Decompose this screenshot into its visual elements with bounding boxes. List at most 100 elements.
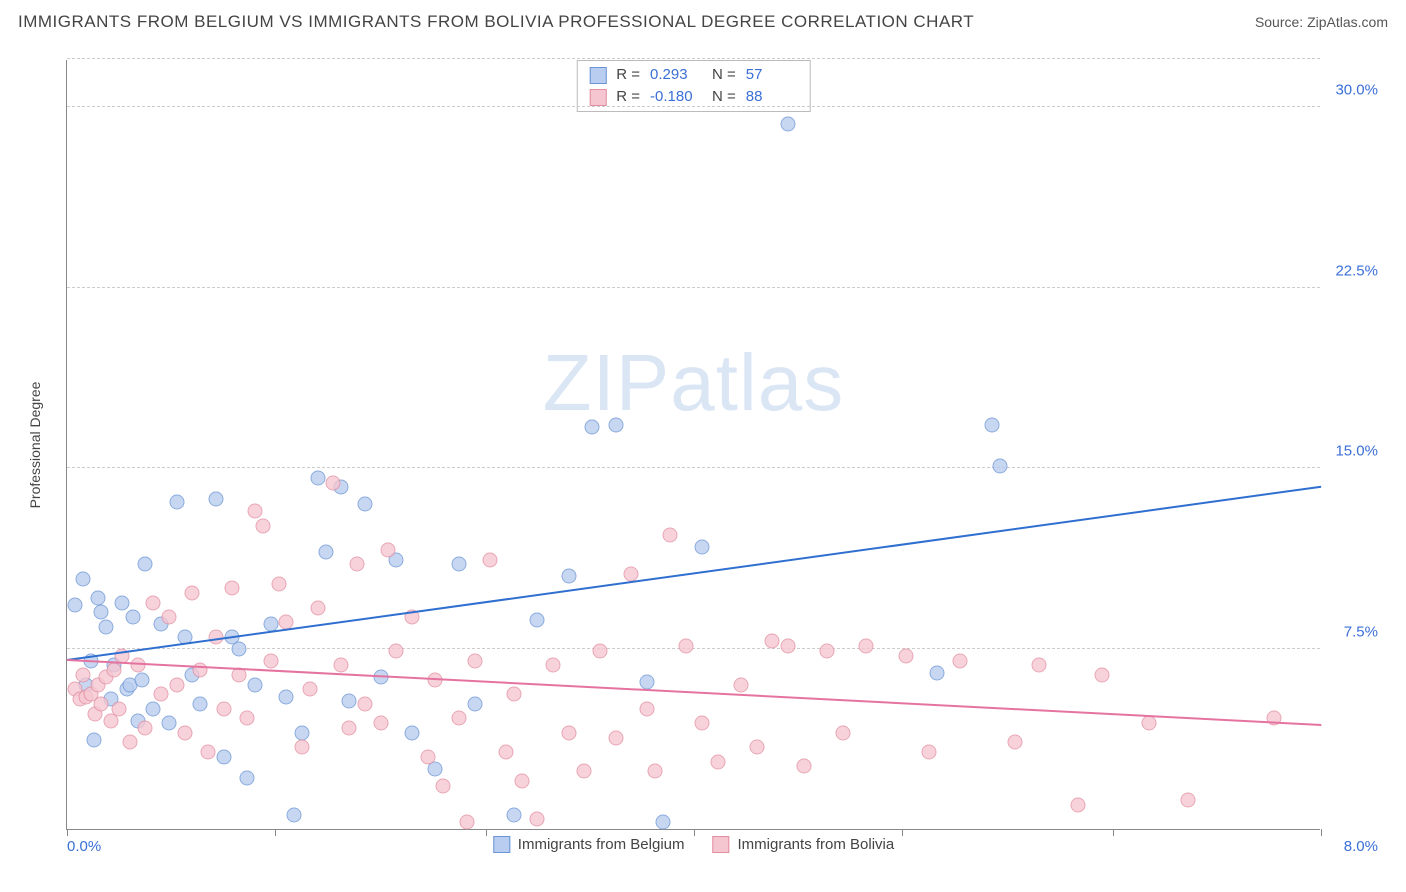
scatter-point-bolivia — [451, 711, 466, 726]
scatter-point-bolivia — [467, 653, 482, 668]
scatter-point-belgium — [585, 420, 600, 435]
y-axis-label: Professional Degree — [27, 381, 43, 508]
scatter-point-bolivia — [592, 643, 607, 658]
scatter-point-belgium — [94, 605, 109, 620]
scatter-point-belgium — [357, 497, 372, 512]
scatter-point-bolivia — [146, 595, 161, 610]
scatter-point-bolivia — [1031, 658, 1046, 673]
scatter-point-belgium — [561, 569, 576, 584]
scatter-point-bolivia — [169, 677, 184, 692]
scatter-point-bolivia — [248, 504, 263, 519]
scatter-point-bolivia — [734, 677, 749, 692]
gridline — [67, 58, 1320, 59]
scatter-point-belgium — [530, 612, 545, 627]
scatter-point-belgium — [694, 540, 709, 555]
scatter-point-belgium — [279, 689, 294, 704]
scatter-point-bolivia — [263, 653, 278, 668]
scatter-point-bolivia — [506, 687, 521, 702]
scatter-point-bolivia — [1071, 797, 1086, 812]
scatter-point-bolivia — [334, 658, 349, 673]
x-tick — [902, 829, 903, 836]
scatter-point-belgium — [138, 557, 153, 572]
scatter-point-bolivia — [577, 764, 592, 779]
correlation-legend: R =0.293N =57R =-0.180N =88 — [576, 60, 811, 112]
scatter-point-bolivia — [130, 658, 145, 673]
scatter-point-bolivia — [514, 773, 529, 788]
scatter-point-bolivia — [224, 581, 239, 596]
y-tick-label: 15.0% — [1324, 443, 1378, 460]
scatter-point-bolivia — [420, 749, 435, 764]
scatter-point-belgium — [248, 677, 263, 692]
scatter-point-bolivia — [138, 720, 153, 735]
scatter-point-bolivia — [820, 643, 835, 658]
scatter-point-bolivia — [639, 701, 654, 716]
scatter-point-belgium — [99, 619, 114, 634]
scatter-point-bolivia — [647, 764, 662, 779]
series-name-belgium: Immigrants from Belgium — [518, 836, 685, 853]
scatter-point-bolivia — [608, 730, 623, 745]
scatter-point-belgium — [232, 641, 247, 656]
r-label: R = — [616, 86, 640, 108]
scatter-point-belgium — [169, 494, 184, 509]
legend-swatch-belgium — [589, 67, 606, 84]
scatter-point-bolivia — [898, 648, 913, 663]
scatter-point-bolivia — [781, 639, 796, 654]
scatter-point-belgium — [295, 725, 310, 740]
x-tick — [67, 829, 68, 836]
scatter-point-belgium — [114, 595, 129, 610]
scatter-point-bolivia — [1141, 716, 1156, 731]
legend-swatch-bolivia — [713, 836, 730, 853]
scatter-point-bolivia — [530, 812, 545, 827]
scatter-point-belgium — [608, 417, 623, 432]
scatter-point-bolivia — [122, 735, 137, 750]
scatter-point-bolivia — [216, 701, 231, 716]
scatter-point-bolivia — [295, 740, 310, 755]
scatter-point-bolivia — [201, 745, 216, 760]
scatter-point-bolivia — [1180, 793, 1195, 808]
scatter-point-bolivia — [154, 687, 169, 702]
scatter-point-bolivia — [302, 682, 317, 697]
scatter-point-bolivia — [459, 814, 474, 829]
scatter-point-bolivia — [185, 586, 200, 601]
scatter-point-belgium — [146, 701, 161, 716]
chart-container: ZIPatlas Professional Degree 0.0% 8.0% R… — [18, 46, 1382, 856]
scatter-point-bolivia — [381, 542, 396, 557]
scatter-point-belgium — [655, 814, 670, 829]
scatter-point-bolivia — [208, 629, 223, 644]
scatter-point-belgium — [208, 492, 223, 507]
scatter-point-bolivia — [111, 701, 126, 716]
x-tick — [486, 829, 487, 836]
scatter-point-belgium — [929, 665, 944, 680]
scatter-point-bolivia — [710, 754, 725, 769]
scatter-point-belgium — [992, 458, 1007, 473]
r-label: R = — [616, 64, 640, 86]
scatter-point-bolivia — [436, 778, 451, 793]
scatter-point-bolivia — [796, 759, 811, 774]
scatter-point-bolivia — [953, 653, 968, 668]
scatter-point-bolivia — [663, 528, 678, 543]
scatter-point-belgium — [135, 672, 150, 687]
scatter-point-bolivia — [161, 610, 176, 625]
scatter-point-belgium — [240, 771, 255, 786]
scatter-point-bolivia — [326, 475, 341, 490]
x-tick — [1113, 829, 1114, 836]
scatter-point-belgium — [639, 675, 654, 690]
scatter-point-bolivia — [859, 639, 874, 654]
scatter-point-belgium — [67, 598, 82, 613]
scatter-point-bolivia — [271, 576, 286, 591]
y-tick-label: 22.5% — [1324, 262, 1378, 279]
gridline — [67, 467, 1320, 468]
series-legend-item-belgium: Immigrants from Belgium — [493, 836, 685, 853]
scatter-point-bolivia — [922, 745, 937, 760]
x-axis-min-label: 0.0% — [67, 838, 101, 855]
legend-row-bolivia: R =-0.180N =88 — [589, 86, 798, 108]
scatter-point-bolivia — [835, 725, 850, 740]
y-tick-label: 30.0% — [1324, 82, 1378, 99]
scatter-point-belgium — [506, 807, 521, 822]
legend-swatch-belgium — [493, 836, 510, 853]
scatter-point-bolivia — [310, 600, 325, 615]
gridline — [67, 287, 1320, 288]
series-legend-item-bolivia: Immigrants from Bolivia — [713, 836, 895, 853]
scatter-point-bolivia — [342, 720, 357, 735]
scatter-point-belgium — [75, 571, 90, 586]
